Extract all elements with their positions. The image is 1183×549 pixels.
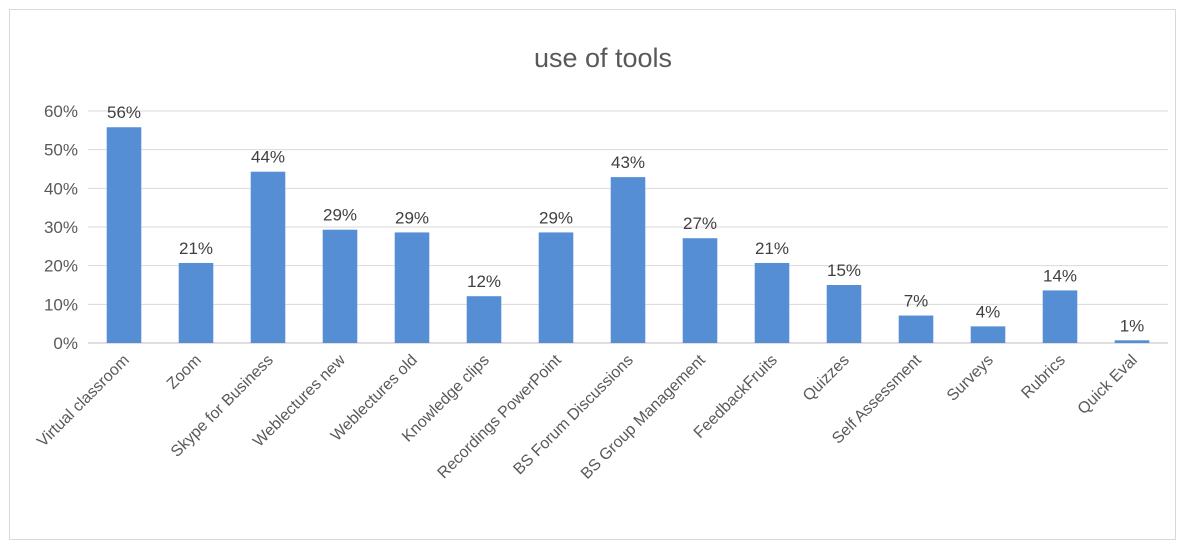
- category-label: Quizzes: [800, 352, 853, 405]
- bar: [970, 326, 1006, 343]
- data-label: 1%: [1120, 316, 1145, 335]
- bar: [466, 296, 502, 343]
- data-label: 21%: [179, 239, 213, 258]
- bar: [898, 315, 934, 343]
- y-tick-label: 20%: [44, 257, 78, 276]
- category-label: Quick Eval: [1075, 352, 1141, 418]
- bar: [826, 285, 862, 343]
- chart-title: use of tools: [534, 43, 672, 73]
- y-tick-label: 60%: [44, 102, 78, 121]
- y-tick-label: 50%: [44, 141, 78, 160]
- bar: [322, 229, 358, 343]
- y-tick-label: 30%: [44, 218, 78, 237]
- bar: [682, 238, 718, 343]
- bar: [394, 232, 430, 343]
- data-label: 4%: [976, 302, 1001, 321]
- data-label: 29%: [539, 208, 573, 227]
- bar: [1042, 290, 1078, 343]
- bar: [250, 171, 286, 343]
- bar: [610, 177, 646, 343]
- bar: [106, 127, 142, 344]
- category-label: BS Forum Discussions: [510, 352, 636, 478]
- category-label: Virtual classroom: [34, 352, 133, 451]
- bar: [754, 262, 790, 343]
- data-label: 12%: [467, 272, 501, 291]
- bar: [178, 262, 214, 343]
- data-label: 56%: [107, 103, 141, 122]
- y-tick-label: 10%: [44, 295, 78, 314]
- data-label: 14%: [1043, 266, 1077, 285]
- data-label: 21%: [755, 239, 789, 258]
- data-label: 27%: [683, 214, 717, 233]
- y-tick-label: 40%: [44, 179, 78, 198]
- category-label: Surveys: [944, 352, 997, 405]
- data-label: 7%: [904, 292, 929, 311]
- chart-frame: use of tools 56% 21% 44% 29% 29% 12% 29% 43% 27%…: [9, 9, 1176, 540]
- data-label: 43%: [611, 153, 645, 172]
- category-label: Rubrics: [1018, 352, 1068, 402]
- bar: [538, 232, 574, 343]
- data-label: 29%: [323, 206, 357, 225]
- data-label: 15%: [827, 261, 861, 280]
- bar-chart: use of tools 56% 21% 44% 29% 29% 12% 29% 43% 27%…: [34, 43, 1168, 483]
- category-label: Zoom: [164, 352, 205, 393]
- category-label: BS Group Management: [578, 351, 709, 482]
- y-tick-label: 0%: [53, 334, 78, 353]
- category-label: Recordings PowerPoint: [435, 351, 566, 482]
- bar: [1114, 340, 1150, 343]
- data-label: 44%: [251, 148, 285, 167]
- data-label: 29%: [395, 208, 429, 227]
